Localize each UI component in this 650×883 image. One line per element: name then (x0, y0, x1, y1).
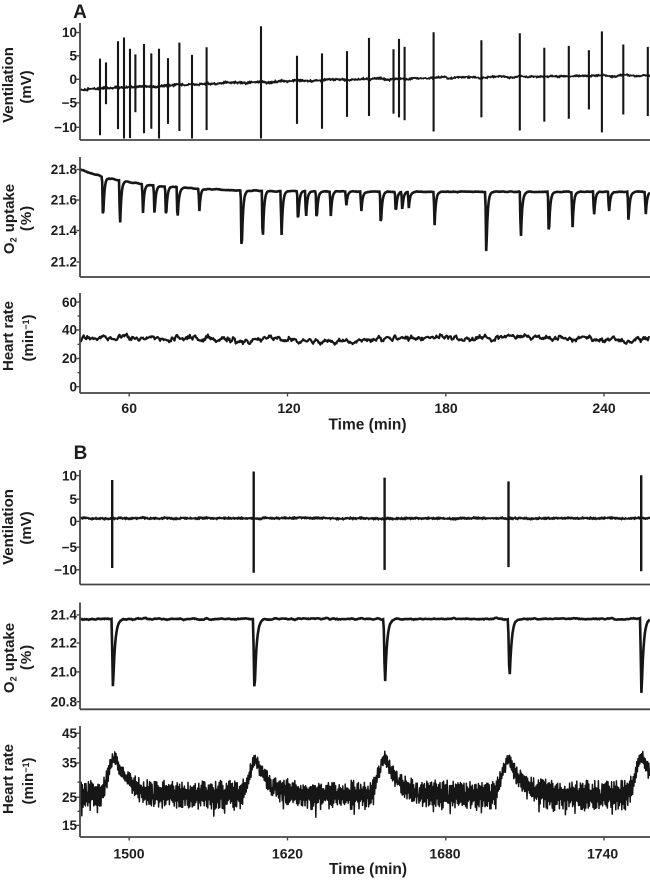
svg-text:A: A (73, 2, 87, 23)
svg-text:−10: −10 (54, 563, 77, 578)
svg-text:0: 0 (69, 514, 77, 529)
svg-text:(mV): (mV) (18, 511, 35, 544)
svg-text:1620: 1620 (272, 846, 303, 862)
svg-text:21.2: 21.2 (51, 636, 77, 651)
svg-text:5: 5 (69, 49, 77, 64)
svg-text:−5: −5 (62, 96, 78, 111)
svg-text:10: 10 (62, 468, 77, 483)
svg-text:B: B (74, 443, 88, 464)
svg-text:5: 5 (69, 492, 77, 507)
svg-text:20.8: 20.8 (51, 694, 78, 709)
svg-text:0: 0 (69, 379, 77, 394)
svg-text:40: 40 (62, 323, 77, 338)
svg-text:1740: 1740 (587, 846, 618, 862)
svg-text:180: 180 (434, 400, 458, 416)
svg-text:20: 20 (62, 351, 77, 366)
svg-text:35: 35 (62, 756, 78, 771)
svg-text:Time (min): Time (min) (328, 417, 406, 434)
svg-text:O2 uptake: O2 uptake (1, 623, 19, 693)
svg-text:15: 15 (62, 818, 78, 833)
svg-text:0: 0 (69, 72, 77, 87)
svg-text:(%): (%) (18, 205, 35, 231)
svg-text:21.6: 21.6 (51, 193, 78, 208)
svg-text:Time (min): Time (min) (329, 861, 407, 878)
svg-text:Heart rate: Heart rate (0, 301, 17, 371)
svg-text:21.4: 21.4 (51, 608, 78, 623)
svg-text:−10: −10 (54, 120, 77, 135)
svg-text:25: 25 (62, 790, 78, 805)
svg-text:60: 60 (121, 400, 137, 416)
svg-text:−5: −5 (62, 540, 78, 555)
svg-text:21.2: 21.2 (51, 255, 77, 270)
svg-text:Ventilation: Ventilation (0, 47, 17, 123)
svg-text:Heart rate: Heart rate (0, 744, 17, 814)
svg-text:21.0: 21.0 (51, 665, 77, 680)
svg-text:10: 10 (62, 25, 77, 40)
svg-text:240: 240 (592, 400, 616, 416)
svg-text:60: 60 (62, 295, 77, 310)
svg-text:120: 120 (277, 400, 301, 416)
svg-text:1500: 1500 (113, 846, 144, 862)
svg-text:(mV): (mV) (18, 70, 35, 103)
svg-text:21.8: 21.8 (51, 162, 78, 177)
svg-text:Ventilation: Ventilation (0, 489, 17, 565)
svg-text:21.4: 21.4 (51, 223, 78, 238)
svg-text:O2 uptake: O2 uptake (1, 184, 19, 254)
svg-text:1680: 1680 (429, 846, 460, 862)
svg-text:(%): (%) (18, 644, 35, 670)
svg-text:45: 45 (62, 726, 78, 741)
